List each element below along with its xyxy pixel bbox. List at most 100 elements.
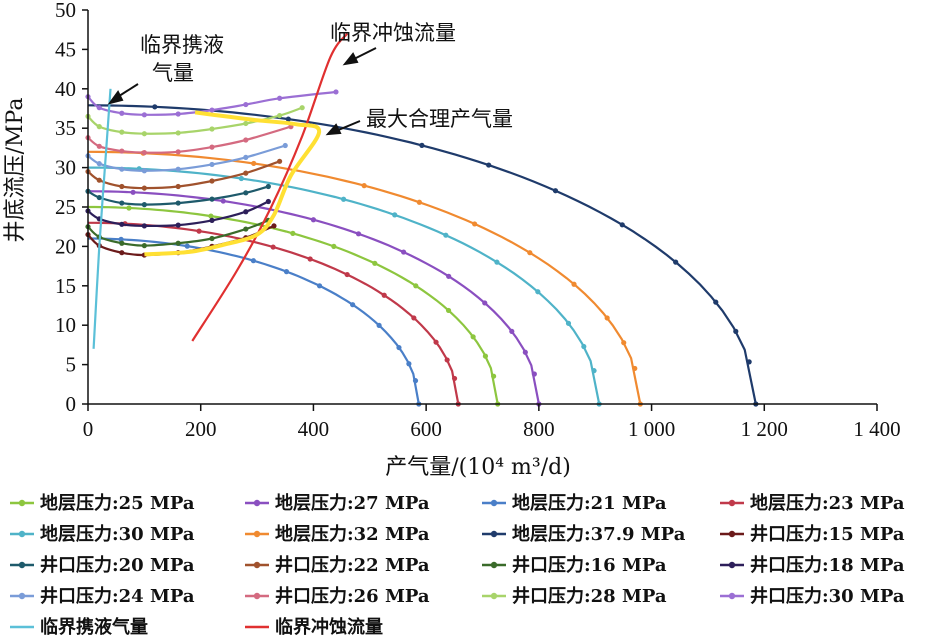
tpr-point	[175, 222, 181, 228]
legend-item: 井口压力:26 MPa	[245, 585, 430, 607]
tpr-point	[96, 124, 102, 130]
x-ticks: 0 200 400 600 800 1 000 1 200 1 400	[83, 404, 901, 441]
ipr-point	[621, 340, 627, 346]
tpr-point	[119, 148, 125, 154]
boundary-line	[191, 32, 349, 342]
y-tick-label: 30	[55, 156, 76, 180]
x-tick-label: 1 200	[741, 417, 788, 441]
ipr-point	[411, 315, 417, 321]
ipr-point	[416, 199, 422, 205]
tpr-point	[119, 200, 125, 206]
legend-swatch-marker	[490, 530, 498, 538]
tpr-point	[175, 111, 181, 117]
ipr-point	[355, 231, 362, 237]
ipr-point	[220, 198, 226, 204]
ipr-line	[88, 237, 420, 405]
annotation-arrows	[107, 47, 377, 136]
ipr-point	[152, 104, 158, 110]
legend-item: 地层压力:23 MPa	[720, 492, 905, 514]
tpr-point	[209, 107, 215, 113]
tpr-point	[277, 95, 283, 101]
legend-item: 地层压力:27 MPa	[245, 492, 430, 514]
legend-swatch-marker	[253, 530, 261, 538]
tpr-point	[243, 120, 249, 127]
arrowhead-critical-erosion	[342, 52, 359, 66]
annotation-critical-erosion: 临界冲蚀流量	[330, 21, 456, 45]
tpr-point	[119, 240, 125, 246]
ipr-point	[372, 260, 378, 266]
legend-swatch-marker	[490, 561, 498, 569]
tpr-point	[175, 130, 181, 136]
legend-swatch-marker	[18, 499, 26, 507]
tpr-point	[333, 89, 339, 95]
tpr-point	[141, 202, 147, 208]
ipr-point	[604, 315, 610, 321]
legend-item: 地层压力:32 MPa	[245, 523, 430, 545]
ipr-point	[581, 343, 587, 350]
boundary-line	[92, 88, 112, 349]
ipr-point	[283, 269, 290, 275]
x-tick-label: 200	[185, 417, 217, 441]
annotation-critical-liquid-line2: 气量	[152, 61, 194, 85]
legend-item: 临界携液气量	[10, 616, 148, 638]
legend-swatch-marker	[490, 499, 498, 507]
ipr-point	[307, 256, 313, 262]
ipr-point	[451, 375, 458, 382]
tpr-point	[175, 166, 181, 172]
tpr-point	[282, 142, 288, 149]
ipr-point	[491, 373, 497, 379]
ipr-point	[290, 230, 296, 236]
y-tick-label: 35	[55, 116, 76, 140]
ipr-point	[443, 232, 449, 238]
tpr-point	[96, 143, 102, 149]
tpr-point	[277, 158, 283, 164]
tpr-point	[119, 166, 125, 172]
legend-item: 井口压力:30 MPa	[720, 585, 905, 607]
ipr-point	[310, 217, 317, 223]
tpr-point	[299, 105, 305, 111]
legend-swatch-marker	[18, 530, 26, 538]
legend-label: 地层压力:30 MPa	[40, 523, 195, 545]
ipr-point	[350, 302, 356, 308]
legend-item: 地层压力:37.9 MPa	[482, 523, 686, 545]
tpr-point	[209, 161, 215, 168]
legend-swatch-marker	[728, 499, 736, 507]
x-tick-label: 800	[523, 417, 555, 441]
ipr-point	[486, 162, 492, 168]
ipr-point	[361, 183, 367, 189]
tpr-point	[175, 149, 181, 155]
x-tick-label: 600	[410, 417, 442, 441]
tpr-point	[119, 221, 125, 227]
ipr-line	[88, 205, 499, 405]
boundary-line	[144, 110, 322, 257]
tpr-point	[243, 226, 249, 232]
ipr-point	[444, 357, 450, 363]
annotation-max-rational: 最大合理产气量	[366, 107, 513, 131]
annotations: 临界携液 气量 临界冲蚀流量 最大合理产气量	[107, 21, 513, 136]
legend-label: 井口压力:28 MPa	[512, 585, 667, 607]
legend-swatch-marker	[490, 592, 498, 600]
tpr-point	[265, 183, 271, 190]
ipr-point	[344, 271, 350, 278]
legend-item: 井口压力:24 MPa	[10, 585, 195, 607]
legend-item: 临界冲蚀流量	[245, 616, 383, 638]
ipr-point	[184, 243, 190, 249]
arrowhead-max-rational	[325, 123, 342, 136]
ipr-point	[340, 196, 347, 202]
legend-label: 井口压力:22 MPa	[275, 554, 430, 576]
ipr-point	[445, 307, 452, 314]
tpr-point	[96, 194, 102, 201]
ipr-point	[522, 349, 528, 355]
y-tick-label: 50	[55, 0, 76, 22]
tpr-point	[141, 150, 147, 156]
legend-item: 地层压力:30 MPa	[10, 523, 195, 545]
tpr-point	[277, 112, 283, 119]
tpr-point	[141, 243, 147, 249]
tpr-point	[119, 129, 125, 135]
legend-label: 地层压力:21 MPa	[512, 492, 667, 514]
legend-swatch-marker	[253, 592, 261, 600]
tpr-point	[209, 178, 215, 184]
tpr-point	[209, 196, 215, 202]
ipr-point	[733, 328, 739, 334]
tpr-point	[243, 209, 249, 215]
